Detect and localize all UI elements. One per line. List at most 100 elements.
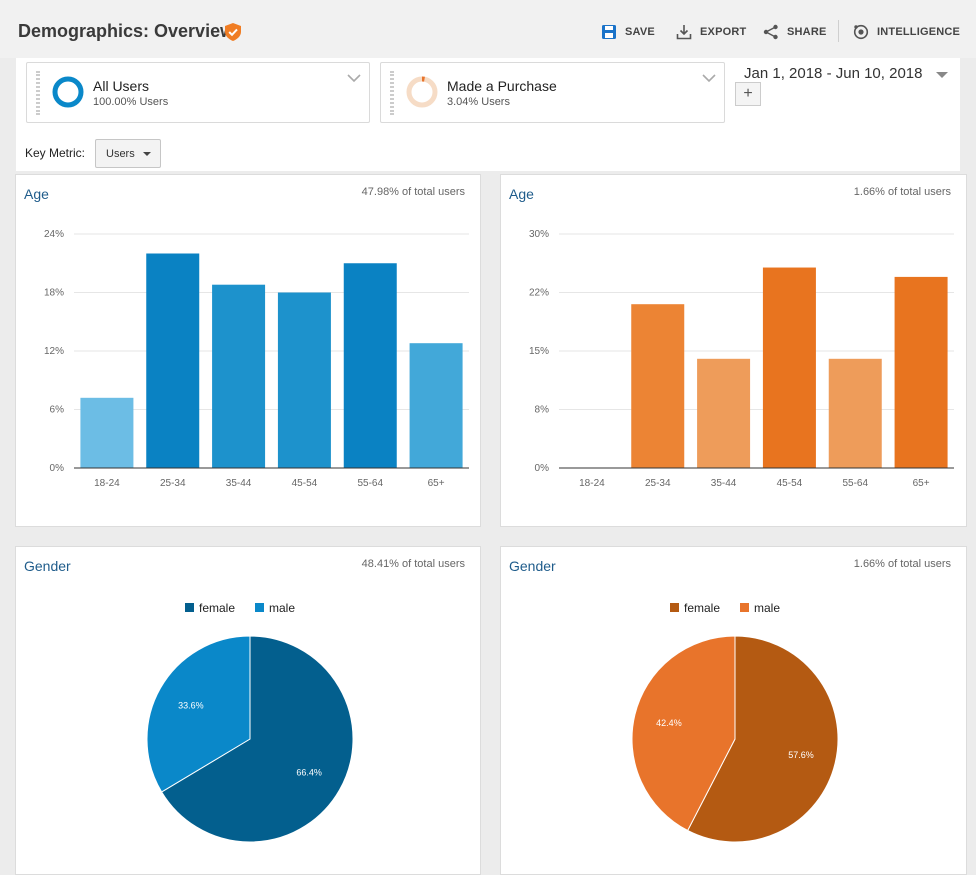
- gender-panel-all-users: Gender 48.41% of total users female male 6…: [15, 546, 481, 875]
- share-button[interactable]: SHARE: [763, 23, 827, 41]
- y-tick-label: 12%: [44, 346, 64, 357]
- age-bar-chart: 0% 8% 15% 22% 30% 18-24 25-34 35-44 45-54 55-64 65…: [529, 229, 954, 489]
- pie-slice-label: 57.6%: [788, 750, 814, 760]
- legend-swatch: [740, 603, 749, 612]
- age-bar-chart: 0% 6% 12% 18% 24% 18-24 25-34 35-44 45-54 55-64 65…: [44, 229, 469, 489]
- key-metric-select[interactable]: Users: [95, 139, 161, 168]
- legend-label: female: [199, 601, 235, 615]
- bar-65+[interactable]: [409, 343, 463, 468]
- bar-35-44[interactable]: [697, 358, 751, 468]
- bar-45-54[interactable]: [762, 267, 816, 468]
- chevron-down-icon[interactable]: [347, 73, 361, 83]
- key-metric-value: Users: [106, 148, 135, 160]
- intelligence-button[interactable]: INTELLIGENCE: [853, 23, 960, 41]
- y-tick-label: 22%: [529, 288, 549, 299]
- drag-handle-icon[interactable]: [36, 71, 40, 115]
- share-label: SHARE: [787, 26, 827, 38]
- bar-25-34[interactable]: [631, 304, 685, 468]
- segment-name: Made a Purchase: [447, 78, 557, 94]
- x-tick-label: 18-24: [579, 478, 605, 489]
- y-tick-label: 6%: [50, 405, 65, 416]
- bar-55-64[interactable]: [828, 358, 882, 468]
- add-segment-button[interactable]: +: [735, 82, 761, 106]
- x-tick-label: 25-34: [160, 478, 186, 489]
- segment-ring-icon: [52, 76, 84, 108]
- chevron-down-icon[interactable]: [702, 73, 716, 83]
- header-bar: Demographics: Overview SAVE EXPORT SHARE: [0, 0, 976, 58]
- pie-slice-male[interactable]: [631, 635, 736, 832]
- intelligence-icon: [853, 24, 869, 40]
- page-title: Demographics: Overview: [18, 21, 235, 41]
- gender-pie-chart: female male 57.6% 42.4%: [631, 601, 839, 843]
- bar-65+[interactable]: [894, 276, 948, 468]
- pie-slice-label: 42.4%: [656, 718, 682, 728]
- x-tick-label: 55-64: [357, 478, 383, 489]
- y-tick-label: 8%: [535, 405, 550, 416]
- y-tick-label: 30%: [529, 229, 549, 240]
- legend-swatch: [185, 603, 194, 612]
- x-tick-label: 35-44: [226, 478, 252, 489]
- panel-percent-of-total: 48.41% of total users: [361, 558, 465, 570]
- caret-down-icon: [143, 152, 151, 156]
- gender-panel-made-a-purchase: Gender 1.66% of total users female male 57…: [500, 546, 967, 875]
- x-tick-label: 35-44: [711, 478, 737, 489]
- y-tick-label: 0%: [50, 463, 65, 474]
- y-tick-label: 18%: [44, 288, 64, 299]
- intelligence-label: INTELLIGENCE: [877, 26, 961, 38]
- x-tick-label: 25-34: [645, 478, 671, 489]
- age-panel-made-a-purchase: Age 1.66% of total users 0% 8% 15% 22% 30% 18…: [500, 174, 967, 527]
- pie-slice-female[interactable]: [686, 635, 839, 843]
- segment-ring-icon: [406, 76, 438, 108]
- export-label: EXPORT: [700, 26, 747, 38]
- toolbar-divider: [838, 20, 839, 42]
- bar-45-54[interactable]: [277, 292, 331, 469]
- pie-slice-label: 33.6%: [178, 701, 204, 711]
- segment-all-users[interactable]: All Users 100.00% Users: [26, 62, 370, 123]
- legend-label: male: [269, 601, 295, 615]
- date-range-picker[interactable]: Jan 1, 2018 - Jun 10, 2018: [744, 65, 923, 82]
- panel-percent-of-total: 1.66% of total users: [853, 186, 951, 198]
- x-tick-label: 18-24: [94, 478, 120, 489]
- bar-55-64[interactable]: [343, 263, 397, 468]
- share-icon: [763, 24, 778, 40]
- verified-shield-icon: [225, 23, 241, 41]
- panel-title: Age: [24, 186, 49, 202]
- panel-title: Age: [509, 186, 534, 202]
- pie-slice-label: 66.4%: [296, 767, 322, 777]
- gender-pie-chart: female male 66.4% 33.6%: [146, 601, 354, 843]
- save-icon: [602, 25, 616, 39]
- panel-percent-of-total: 1.66% of total users: [853, 558, 951, 570]
- legend-label: male: [754, 601, 780, 615]
- caret-down-icon[interactable]: [936, 72, 948, 78]
- panel-percent-of-total: 47.98% of total users: [361, 186, 465, 198]
- export-button[interactable]: EXPORT: [676, 23, 746, 41]
- drag-handle-icon[interactable]: [390, 71, 394, 115]
- x-tick-label: 45-54: [777, 478, 803, 489]
- export-icon: [676, 25, 692, 40]
- key-metric-label: Key Metric:: [25, 146, 86, 160]
- legend-swatch: [255, 603, 264, 612]
- y-tick-label: 0%: [535, 463, 550, 474]
- bar-18-24[interactable]: [80, 397, 134, 468]
- x-tick-label: 65+: [428, 478, 445, 489]
- legend-label: female: [684, 601, 720, 615]
- bar-25-34[interactable]: [146, 253, 200, 469]
- y-tick-label: 15%: [529, 346, 549, 357]
- x-tick-label: 65+: [913, 478, 930, 489]
- pie-slice-female[interactable]: [160, 635, 354, 843]
- panel-title: Gender: [509, 558, 556, 574]
- bar-35-44[interactable]: [212, 284, 266, 468]
- segment-made-a-purchase[interactable]: Made a Purchase 3.04% Users: [380, 62, 725, 123]
- legend-swatch: [670, 603, 679, 612]
- age-panel-all-users: Age 47.98% of total users 0% 6% 12% 18% 24% 1…: [15, 174, 481, 527]
- y-tick-label: 24%: [44, 229, 64, 240]
- segment-share: 3.04% Users: [447, 96, 510, 108]
- x-tick-label: 45-54: [292, 478, 318, 489]
- x-tick-label: 55-64: [842, 478, 868, 489]
- panel-title: Gender: [24, 558, 71, 574]
- save-label: SAVE: [625, 26, 655, 38]
- pie-slice-male[interactable]: [146, 635, 251, 793]
- segment-name: All Users: [93, 78, 150, 94]
- segment-share: 100.00% Users: [93, 96, 169, 108]
- save-button[interactable]: SAVE: [601, 23, 655, 41]
